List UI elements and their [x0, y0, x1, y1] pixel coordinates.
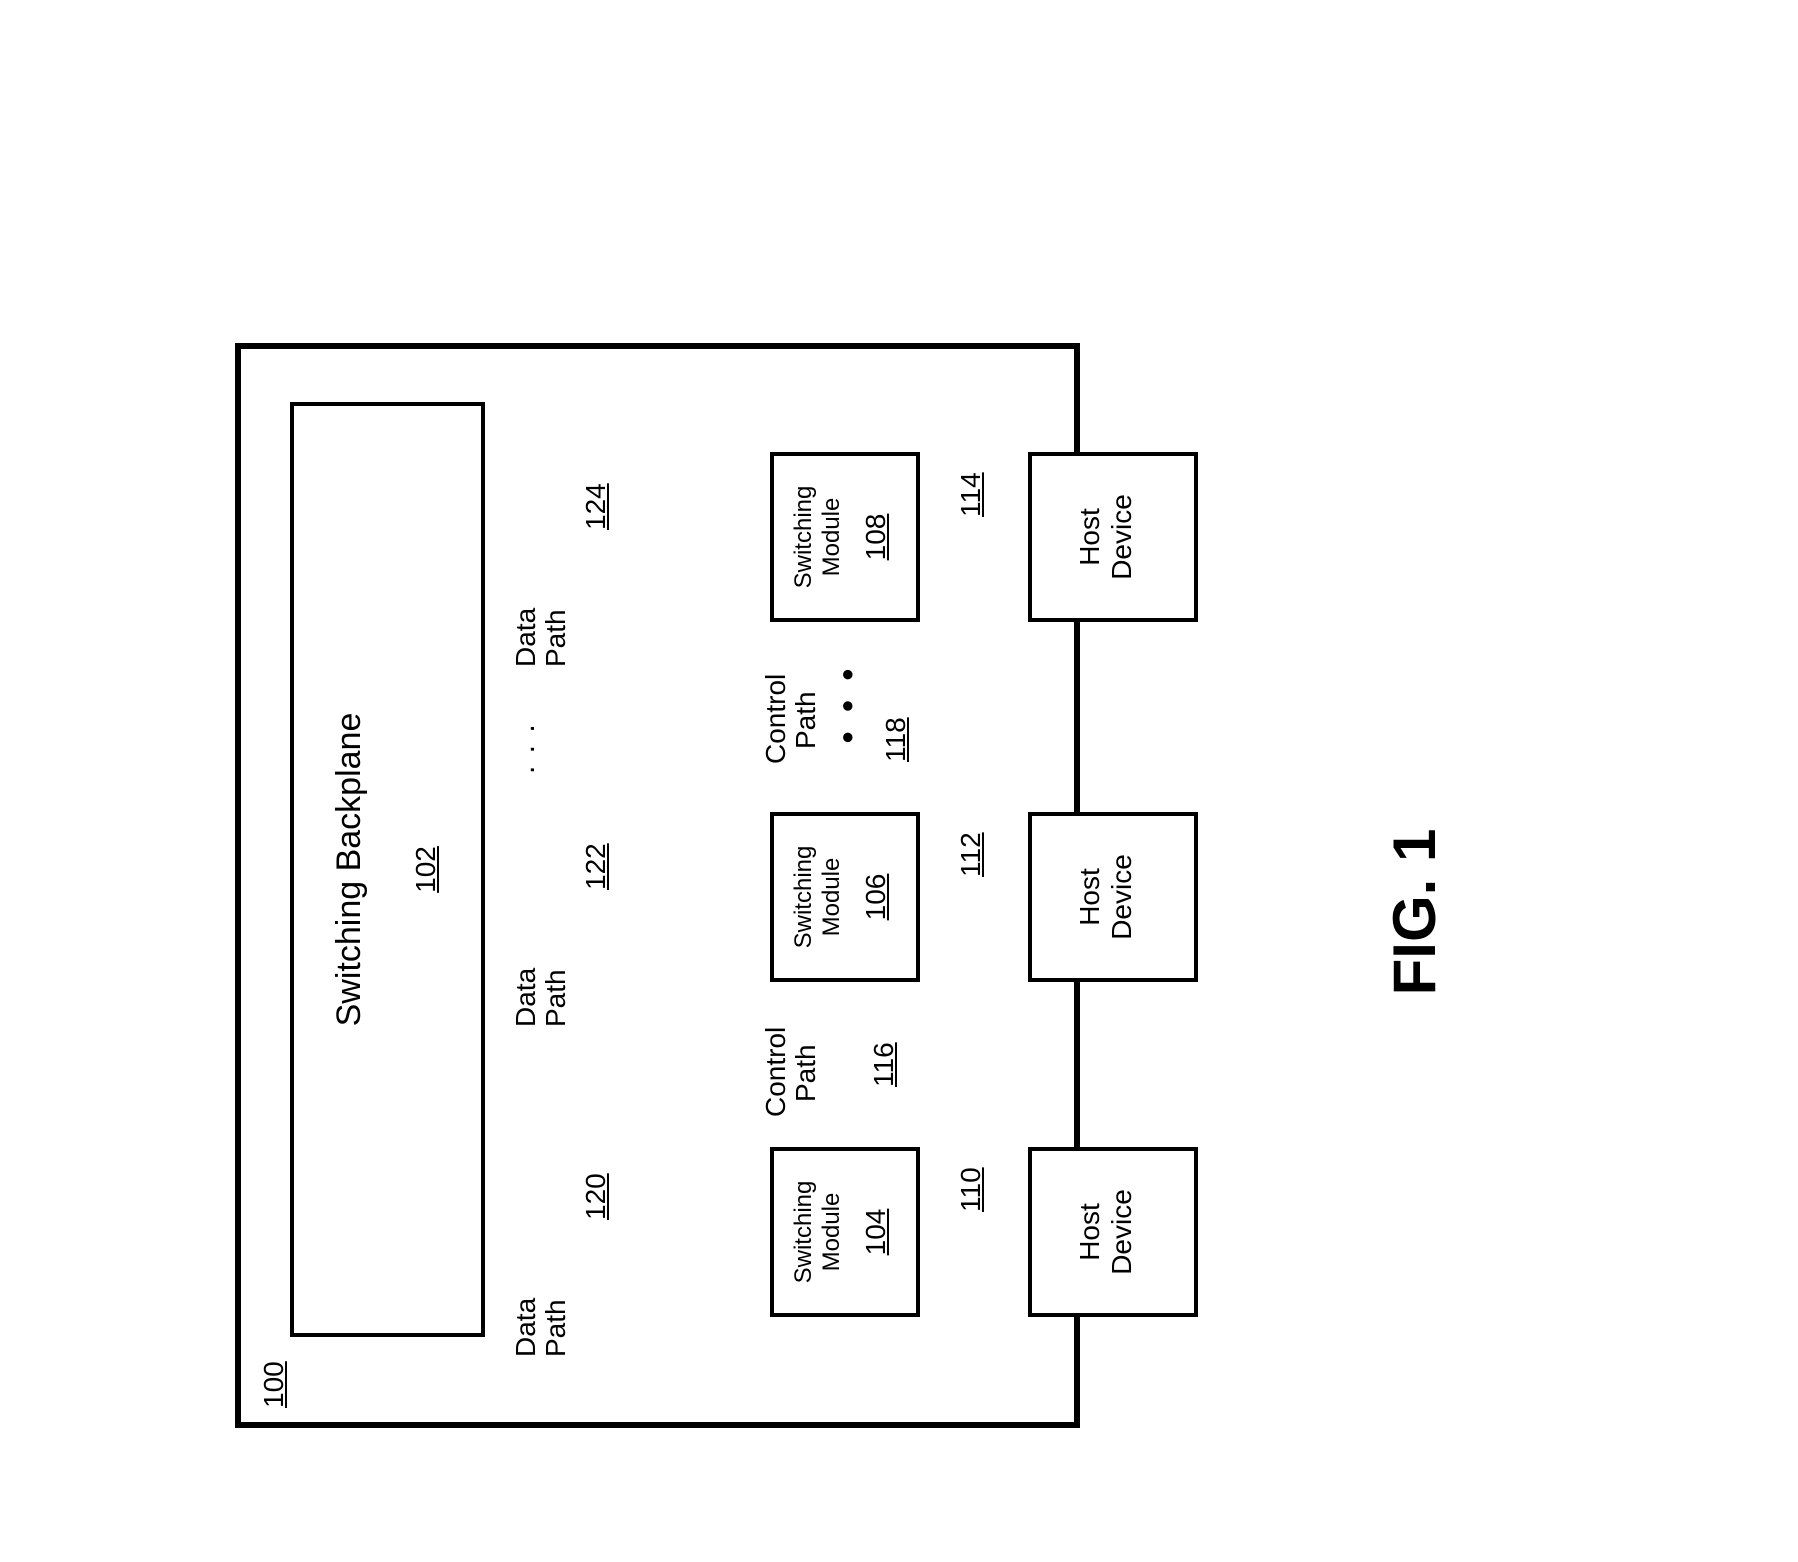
data-path-2-bot: Path [540, 609, 572, 667]
data-path-0-top: Data [510, 1298, 542, 1357]
host-2-l1: Host [1074, 452, 1106, 622]
data-path-1-top: Data [510, 968, 542, 1027]
switching-module-0-l1: Switching [790, 1147, 818, 1317]
control-path-0-top: Control [760, 1027, 792, 1117]
backplane-box [290, 402, 485, 1337]
ref-114: 114 [955, 472, 987, 517]
backplane-title: Switching Backplane [330, 402, 369, 1337]
rotated-group: 100 Switching Backplane 102 Data Path 12… [0, 0, 1798, 1562]
switching-module-1-l1: Switching [790, 812, 818, 982]
host-2-l2: Device [1106, 452, 1138, 622]
ref-108: 108 [860, 452, 892, 622]
control-path-1-top: Control [760, 674, 792, 764]
ref-118: 118 [880, 717, 912, 762]
ref-122: 122 [580, 843, 612, 890]
switching-module-2-l1: Switching [790, 452, 818, 622]
data-path-1-bot: Path [540, 969, 572, 1027]
ref-124: 124 [580, 483, 612, 530]
data-path-2-top: Data [510, 608, 542, 667]
ellipsis-control: ● ● ● [834, 662, 859, 744]
ref-102: 102 [410, 402, 442, 1337]
figure-title: FIG. 1 [1380, 262, 1449, 1562]
ellipsis-top: . . . [508, 722, 543, 774]
control-path-1-bot: Path [790, 691, 822, 749]
ref-116: 116 [868, 1042, 900, 1087]
diagram-canvas: 100 Switching Backplane 102 Data Path 12… [0, 0, 1798, 1562]
switching-module-0-l2: Module [818, 1147, 846, 1317]
ref-100: 100 [258, 1361, 290, 1408]
ref-110: 110 [955, 1167, 987, 1212]
switching-module-2-l2: Module [818, 452, 846, 622]
host-0-l1: Host [1074, 1147, 1106, 1317]
host-0-l2: Device [1106, 1147, 1138, 1317]
control-path-0-bot: Path [790, 1044, 822, 1102]
ref-112: 112 [955, 832, 987, 877]
ref-104: 104 [860, 1147, 892, 1317]
host-1-l2: Device [1106, 812, 1138, 982]
ref-106: 106 [860, 812, 892, 982]
data-path-0-bot: Path [540, 1299, 572, 1357]
ref-120: 120 [580, 1173, 612, 1220]
host-1-l1: Host [1074, 812, 1106, 982]
switching-module-1-l2: Module [818, 812, 846, 982]
